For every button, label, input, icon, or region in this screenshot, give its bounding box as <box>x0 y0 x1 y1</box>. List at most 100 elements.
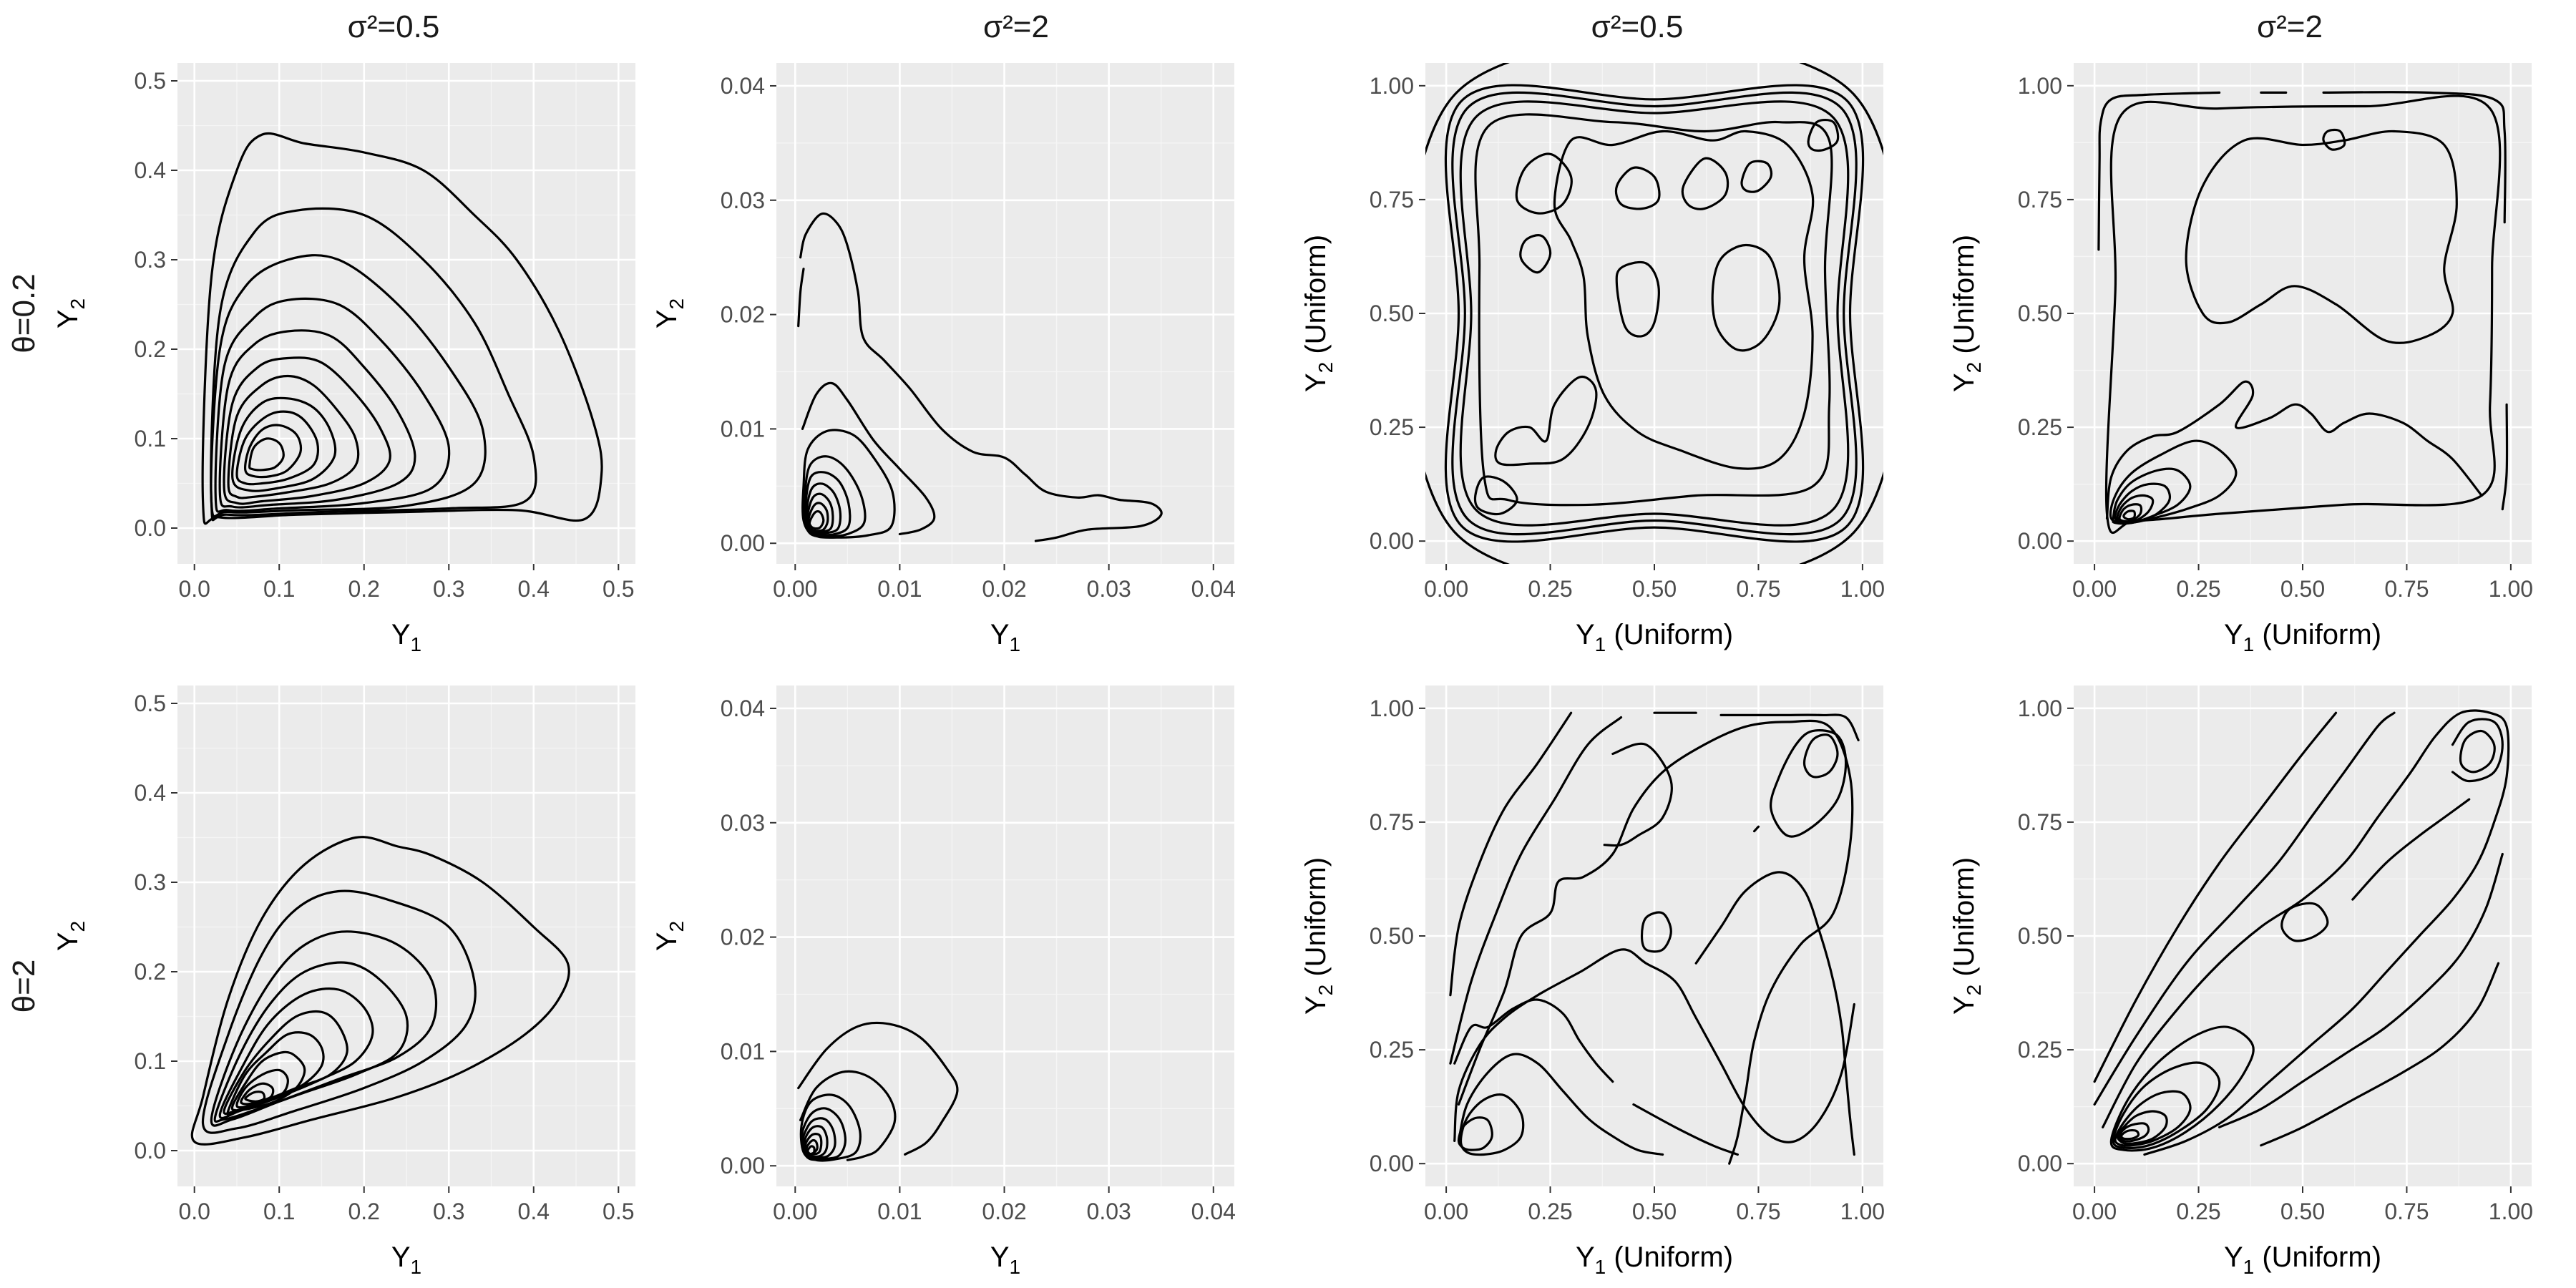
panel-r2-c1-contour-8 <box>230 1050 306 1112</box>
panel-r1-c3-contour-1 <box>1425 63 1883 564</box>
panel-r2-c3-x-axis-label-suffix: (Uniform) <box>1606 1241 1733 1273</box>
panel-r1-c3-x-axis-label: Y1 (Uniform) <box>1576 619 1733 655</box>
panel-r1-c1-contour-1 <box>201 132 603 525</box>
panel-r2-c4-ytick-label: 0.50 <box>2018 923 2062 949</box>
panel-r2-c2-ytick-label: 0.02 <box>721 924 765 950</box>
panel-r1-c3-xtick-label: 0.75 <box>1736 576 1780 602</box>
panel-r1-c4-ytick-label: 1.00 <box>2018 73 2062 99</box>
panel-r2-c1-xtick-label: 0.3 <box>433 1199 464 1224</box>
panel-r1-c2-contour-2 <box>797 268 805 328</box>
panel-r2-c4-ytick-label: 0.25 <box>2018 1037 2062 1063</box>
panel-r1-c1-contour-7 <box>227 374 360 499</box>
panel-r2-c4-ytick-label: 0.00 <box>2018 1151 2062 1176</box>
panel-r1-c1-x-axis-label-sub: 1 <box>411 633 422 655</box>
panel-r2-c4-contour-4 <box>2459 729 2496 774</box>
row-title-2: θ=2 <box>6 960 42 1013</box>
panel-r1-c3-x-axis-label-sub: 1 <box>1595 633 1606 655</box>
panel-r2-c3-contour-12 <box>1457 1116 1493 1151</box>
panel-r2-c2: 0.00 0.01 0.02 0.03 0.04 0.00 0.01 0.02 0.03 0.04… <box>651 686 1236 1278</box>
panel-r1-c2-x-axis-label-sub: 1 <box>1010 633 1021 655</box>
panel-r2-c4-contours <box>2093 709 2510 1156</box>
panel-r1-c1-ytick-label: 0.2 <box>135 336 166 362</box>
panel-r1-c2-contour-1 <box>799 212 1163 542</box>
panel-r2-c3-contour-5 <box>1457 719 1854 1165</box>
panel-r2-c3-y-axis-label-sub: 2 <box>1314 985 1337 996</box>
panel-r1-c1-ytick-label: 0.0 <box>135 515 166 541</box>
panel-r1-c2-x-axis-label: Y1 <box>990 619 1020 655</box>
panel-r1-c2-contour-8 <box>806 492 834 534</box>
panel-r1-c1-xtick-label: 0.3 <box>433 576 464 602</box>
panel-r1-c2-ytick-label: 0.00 <box>721 530 765 556</box>
panel-r1-c2-xtick-label: 0.01 <box>877 576 922 602</box>
panel-r2-c2-y-axis-label-sub: 2 <box>665 921 688 932</box>
panel-r1-c3-ytick-label: 1.00 <box>1370 73 1414 99</box>
panel-r1-c4-y-axis-label-sub: 2 <box>1963 362 1985 374</box>
panel-r1-c3-y-axis-label: Y2 (Uniform) <box>1300 235 1337 392</box>
panel-r2-c2-ytick-label: 0.03 <box>721 810 765 836</box>
panel-r1-c4-x-axis-label-suffix: (Uniform) <box>2254 619 2381 650</box>
panel-r2-c3-ytick-label: 0.75 <box>1370 809 1414 835</box>
panel-r2-c4-xtick-label: 0.75 <box>2384 1199 2429 1224</box>
panel-r1-c2-contour-3 <box>801 381 936 535</box>
panel-r2-c3-ytick-label: 0.50 <box>1370 923 1414 949</box>
panel-r1-c3-contour-16 <box>1553 130 1815 470</box>
panel-r1-c3-contour-10 <box>1681 157 1729 210</box>
panel-r2-c4: 0.00 0.25 0.50 0.75 1.00 0.00 0.25 0.50 0.75 1.00… <box>1948 686 2533 1278</box>
panel-r2-c4-xtick-label: 1.00 <box>2489 1199 2533 1224</box>
panel-r1-c1-x-axis-label-main: Y <box>391 619 411 650</box>
panel-r2-c3-ytick-label: 0.25 <box>1370 1037 1414 1063</box>
panel-r2-c2-xtick-label: 0.00 <box>773 1199 817 1224</box>
panel-r2-c2-y-axis-label: Y2 <box>651 921 688 951</box>
panel-r2-c3: 0.00 0.25 0.50 0.75 1.00 0.00 0.25 0.50 0.75 1.00… <box>1300 686 1885 1278</box>
panel-r1-c1-contour-10 <box>244 424 303 479</box>
panel-r2-c1-contour-1 <box>190 836 570 1146</box>
panel-r1-c2-xtick-label: 0.04 <box>1191 576 1236 602</box>
panel-r2-c4-contour-1 <box>2093 711 2338 1083</box>
panel-r1-c2-x-axis-label-main: Y <box>990 619 1010 650</box>
panel-r2-c4-y-axis-label: Y2 (Uniform) <box>1948 857 1985 1015</box>
panel-r2-c3-ytick-label: 0.00 <box>1370 1151 1414 1176</box>
column-title-2: σ²=2 <box>983 9 1049 44</box>
panel-r2-c1-contour-2 <box>201 889 477 1134</box>
panel-r1-c4-y-axis-label-suffix: (Uniform) <box>1948 235 1980 362</box>
panel-r2-c4-contour-6 <box>2280 902 2329 942</box>
panel-r1-c2-ytick-label: 0.02 <box>721 302 765 328</box>
panel-r1-c2-ytick-label: 0.03 <box>721 187 765 213</box>
panel-r2-c1-x-axis-label-sub: 1 <box>411 1256 422 1278</box>
panel-grid: 0.0 0.1 0.2 0.3 0.4 0.50.00.10.20.30.40.5Y1Y2… <box>52 63 2533 1278</box>
panel-r2-c1-ytick-label: 0.1 <box>135 1048 166 1074</box>
panel-r1-c3: 0.00 0.25 0.50 0.75 1.00 0.00 0.25 0.50 0.75 1.00… <box>1300 63 1885 655</box>
panel-r1-c4: 0.00 0.25 0.50 0.75 1.00 0.00 0.25 0.50 0.75 1.00… <box>1948 63 2533 655</box>
panel-r1-c4-xtick-label: 1.00 <box>2489 576 2533 602</box>
panel-r2-c3-contour-14 <box>1632 1103 1739 1156</box>
panel-r2-c4-contour-13 <box>2119 1128 2140 1141</box>
panel-r2-c1-y-axis-label-main: Y <box>52 932 84 951</box>
panel-r1-c2-contour-10 <box>808 510 825 530</box>
panel-r2-c2-contour-2 <box>799 1070 897 1161</box>
panel-r1-c1-ytick-label: 0.3 <box>135 247 166 273</box>
panel-r1-c3-ytick-label: 0.50 <box>1370 301 1414 326</box>
panel-r1-c4-x-axis-label: Y1 (Uniform) <box>2224 619 2381 655</box>
panel-r1-c3-contour-5 <box>1474 113 1833 507</box>
panel-r1-c1-ytick-label: 0.1 <box>135 426 166 452</box>
panel-r1-c3-xtick-label: 1.00 <box>1840 576 1885 602</box>
panel-r2-c4-contour-12 <box>2118 1122 2150 1143</box>
panel-r2-c3-x-axis-label-sub: 1 <box>1595 1256 1606 1278</box>
panel-r1-c4-contour-12 <box>2122 509 2137 521</box>
panel-r2-c1-xtick-label: 0.5 <box>602 1199 634 1224</box>
panel-r1-c1-xtick-label: 0.4 <box>518 576 550 602</box>
panel-r2-c1-ytick-label: 0.3 <box>135 869 166 895</box>
panel-r1-c1-y-axis-label-main: Y <box>52 309 84 328</box>
panel-r2-c1-ytick-label: 0.2 <box>135 959 166 985</box>
panel-r2-c4-contour-2 <box>2093 711 2396 1106</box>
panel-r1-c2-ytick-label: 0.01 <box>721 416 765 441</box>
panel-r2-c3-xtick-label: 0.50 <box>1632 1199 1677 1224</box>
panel-r2-c2-x-axis-label-main: Y <box>990 1241 1010 1273</box>
panel-r2-c3-contour-16 <box>1753 825 1760 833</box>
panel-r2-c2-xtick-label: 0.03 <box>1087 1199 1131 1224</box>
panel-r2-c4-y-axis-label-suffix: (Uniform) <box>1948 857 1980 985</box>
panel-r1-c4-y-axis-label: Y2 (Uniform) <box>1948 235 1985 392</box>
panel-r1-c1-contour-11 <box>248 437 285 472</box>
column-title-4: σ²=2 <box>2257 9 2323 44</box>
